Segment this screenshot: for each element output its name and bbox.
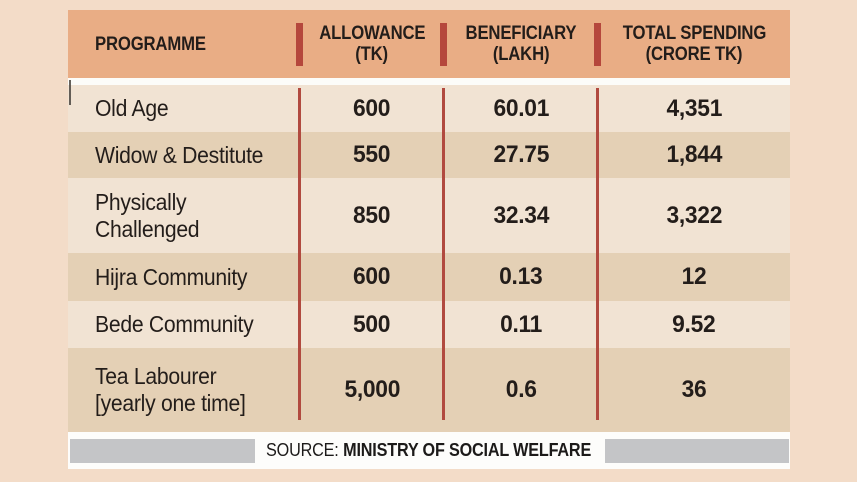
header-body-gap xyxy=(68,78,790,85)
allowance-value: 5,000 xyxy=(344,376,400,403)
header-beneficiary-label: BENEFICIARY xyxy=(465,23,577,44)
header-divider-bar xyxy=(440,23,447,66)
allowance-value: 850 xyxy=(353,201,391,229)
total-spending-cell: 1,844 xyxy=(598,132,790,178)
beneficiary-cell: 27.75 xyxy=(444,132,598,178)
total-spending-value: 3,322 xyxy=(666,201,722,229)
gray-bar-right xyxy=(605,439,789,463)
total-spending-cell: 9.52 xyxy=(598,301,790,348)
beneficiary-value: 60.01 xyxy=(493,94,549,122)
header-allowance-label: ALLOWANCE xyxy=(318,23,426,44)
beneficiary-cell: 0.6 xyxy=(444,348,598,432)
table-row-tea-labourer: Tea Labourer [yearly one time] 5,000 0.6… xyxy=(68,348,790,432)
beneficiary-value: 0.11 xyxy=(500,310,542,338)
programme-cell: Tea Labourer [yearly one time] xyxy=(68,348,300,432)
programme-cell: Widow & Destitute xyxy=(68,132,300,178)
programme-text: Old Age xyxy=(95,95,169,121)
allowance-cell: 500 xyxy=(300,301,444,348)
beneficiary-value: 27.75 xyxy=(493,141,549,168)
header-allowance-unit: (TK) xyxy=(355,44,389,65)
allowance-cell: 600 xyxy=(300,253,444,301)
allowance-cell: 5,000 xyxy=(300,348,444,432)
source-band: SOURCE: MINISTRY OF SOCIAL WELFARE xyxy=(68,432,790,469)
column-divider-line xyxy=(596,88,599,420)
table-row-physically-challenged: Physically Challenged 850 32.34 3,322 xyxy=(68,178,790,253)
allowance-cell: 850 xyxy=(300,178,444,253)
header-programme-label: PROGRAMME xyxy=(95,33,206,55)
column-divider-line xyxy=(298,88,301,420)
programme-cell: Old Age xyxy=(68,85,300,132)
programme-cell: Hijra Community xyxy=(68,253,300,301)
table-row-old-age: Old Age 600 60.01 4,351 xyxy=(68,85,790,132)
allowance-value: 600 xyxy=(353,263,391,290)
programme-cell: Bede Community xyxy=(68,301,300,348)
total-spending-value: 9.52 xyxy=(672,310,716,338)
beneficiary-cell: 32.34 xyxy=(444,178,598,253)
total-spending-value: 1,844 xyxy=(666,141,722,168)
header-total-spending-unit: (CRORE TK) xyxy=(645,44,743,65)
programme-text: Hijra Community xyxy=(95,263,248,290)
programme-text: Widow & Destitute xyxy=(95,141,264,168)
total-spending-value: 36 xyxy=(681,376,707,403)
programme-text: Bede Community xyxy=(95,311,254,337)
programme-cell: Physically Challenged xyxy=(68,178,300,253)
source-text: SOURCE: MINISTRY OF SOCIAL WELFARE xyxy=(68,432,790,469)
total-spending-cell: 3,322 xyxy=(598,178,790,253)
programme-text: Tea Labourer [yearly one time] xyxy=(95,363,246,416)
source-value: MINISTRY OF SOCIAL WELFARE xyxy=(343,440,592,460)
header-total-spending-label: TOTAL SPENDING xyxy=(622,23,766,44)
allowance-cell: 550 xyxy=(300,132,444,178)
header-beneficiary-unit: (LAKH) xyxy=(492,44,550,65)
beneficiary-value: 0.13 xyxy=(499,263,543,290)
table-row-widow-destitute: Widow & Destitute 550 27.75 1,844 xyxy=(68,132,790,178)
total-spending-cell: 36 xyxy=(598,348,790,432)
allowance-value: 500 xyxy=(353,310,391,338)
total-spending-value: 4,351 xyxy=(666,94,722,122)
allowance-value: 600 xyxy=(353,94,391,122)
column-divider-line xyxy=(442,88,445,420)
beneficiary-cell: 60.01 xyxy=(444,85,598,132)
total-spending-value: 12 xyxy=(681,263,707,290)
header-total-spending: TOTAL SPENDING (CRORE TK) xyxy=(598,10,790,78)
beneficiary-cell: 0.11 xyxy=(444,301,598,348)
beneficiary-value: 32.34 xyxy=(493,201,549,229)
header-allowance: ALLOWANCE (TK) xyxy=(300,10,444,78)
source-label: SOURCE: xyxy=(266,440,340,460)
total-spending-cell: 12 xyxy=(598,253,790,301)
total-spending-cell: 4,351 xyxy=(598,85,790,132)
header-beneficiary: BENEFICIARY (LAKH) xyxy=(444,10,598,78)
gray-bar-left xyxy=(70,439,255,463)
table-header-row: PROGRAMME ALLOWANCE (TK) BENEFICIARY (LA… xyxy=(68,10,790,78)
header-divider-bar xyxy=(296,23,303,66)
beneficiary-value: 0.6 xyxy=(505,376,537,403)
allowance-value: 550 xyxy=(353,141,391,168)
left-edge-artifact-mark xyxy=(69,80,71,105)
allowance-cell: 600 xyxy=(300,85,444,132)
programme-text: Physically Challenged xyxy=(95,188,200,242)
welfare-table: PROGRAMME ALLOWANCE (TK) BENEFICIARY (LA… xyxy=(68,10,790,469)
beneficiary-cell: 0.13 xyxy=(444,253,598,301)
header-programme: PROGRAMME xyxy=(68,10,300,78)
table-row-hijra-community: Hijra Community 600 0.13 12 xyxy=(68,253,790,301)
table-body: Old Age 600 60.01 4,351 Widow & Destitut… xyxy=(68,85,790,432)
header-divider-bar xyxy=(594,23,601,66)
table-row-bede-community: Bede Community 500 0.11 9.52 xyxy=(68,301,790,348)
